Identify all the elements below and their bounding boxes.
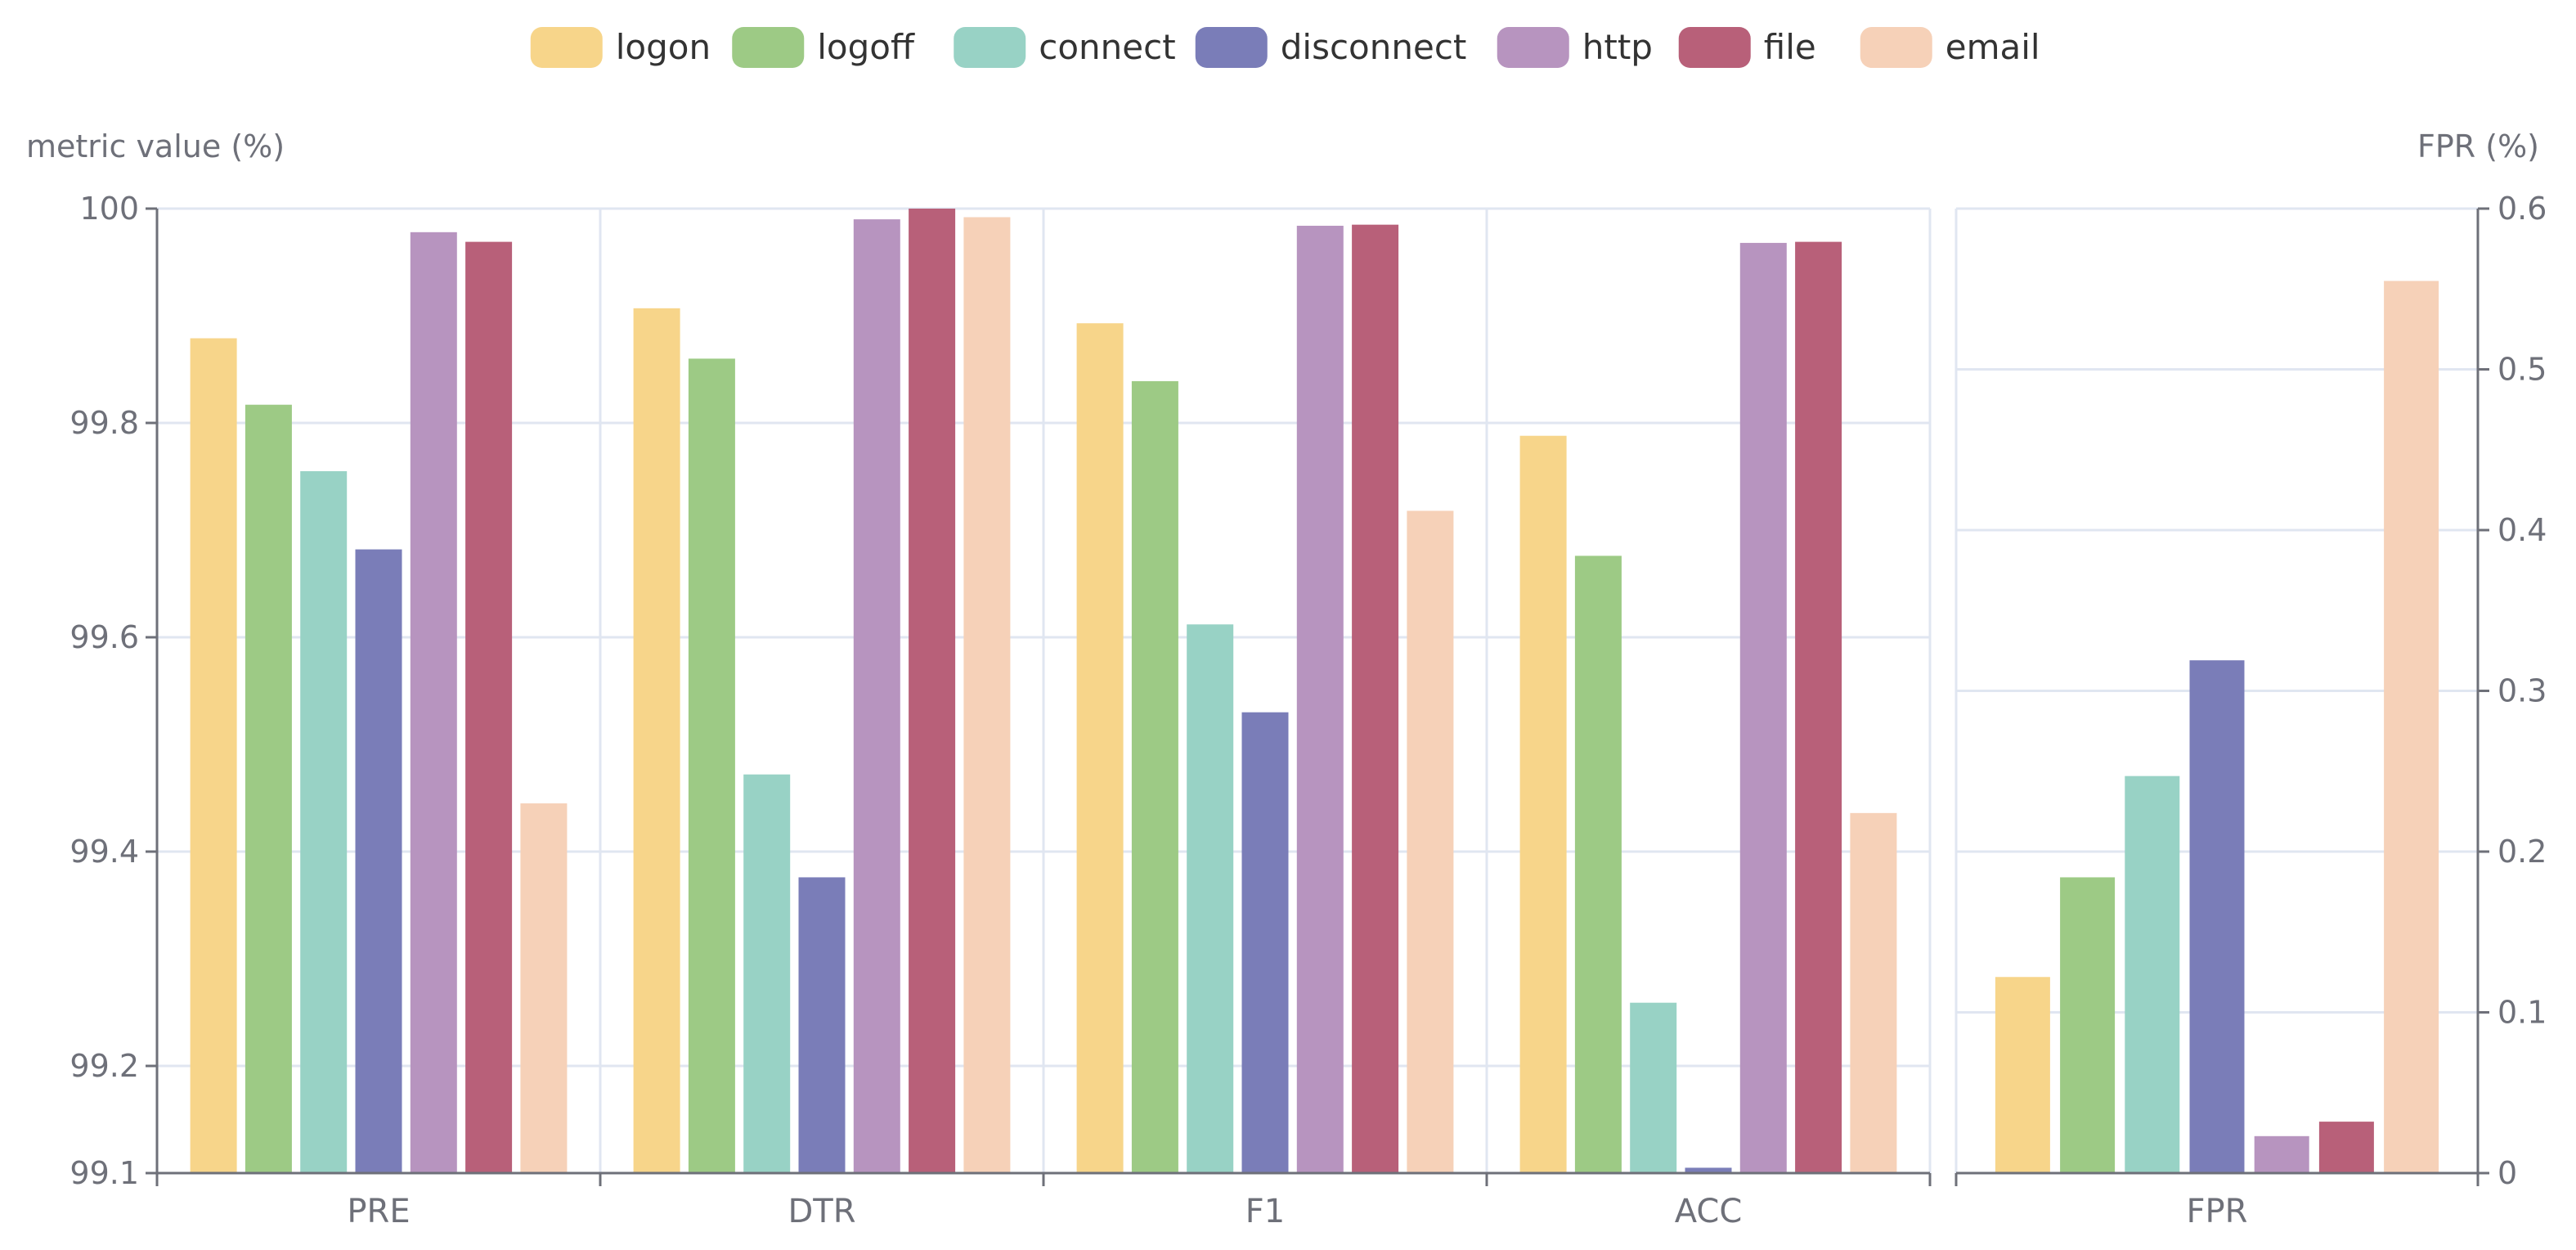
fpr-y-tick-label: 0.3	[2497, 673, 2547, 709]
bar-pre-logoff[interactable]	[245, 404, 292, 1174]
legend-swatch-connect	[954, 27, 1026, 68]
legend-swatch-logon	[530, 27, 603, 68]
legend-item-http[interactable]: http	[1497, 27, 1653, 68]
bar-dtr-logon[interactable]	[633, 308, 680, 1174]
metrics-y-tick-label: 99.6	[70, 619, 139, 655]
metrics-y-tick-label: 99.1	[70, 1155, 139, 1191]
bar-acc-logoff[interactable]	[1574, 555, 1622, 1173]
bar-dtr-disconnect[interactable]	[798, 877, 846, 1173]
bar-fpr-logoff[interactable]	[2060, 877, 2116, 1173]
left-y-axis-title: metric value (%)	[26, 128, 285, 164]
bar-fpr-connect[interactable]	[2125, 776, 2180, 1173]
legend-label-disconnect: disconnect	[1281, 27, 1467, 67]
legend-item-logoff[interactable]: logoff	[732, 27, 915, 68]
bar-pre-connect[interactable]	[300, 470, 348, 1173]
bar-f1-logoff[interactable]	[1131, 380, 1178, 1173]
legend: logon logoff connect disconnect http file emai…	[530, 27, 2040, 68]
bar-fpr-http[interactable]	[2254, 1135, 2309, 1173]
fpr-bars	[1995, 281, 2439, 1173]
bar-dtr-logoff[interactable]	[688, 358, 735, 1173]
metrics-axes: 99.1 99.2 99.4 99.6 99.8 100 PRE DTR F1 ACC	[70, 191, 1932, 1230]
x-category-label-f1: F1	[1245, 1193, 1285, 1230]
bar-fpr-disconnect[interactable]	[2189, 660, 2245, 1173]
legend-swatch-file	[1678, 27, 1751, 68]
metrics-y-tick-label: 99.8	[70, 405, 139, 441]
metrics-y-tick-label: 99.4	[70, 834, 139, 870]
bar-acc-http[interactable]	[1739, 242, 1787, 1173]
legend-label-http: http	[1582, 27, 1653, 67]
x-category-label-fpr: FPR	[2187, 1193, 2248, 1230]
bar-acc-logon[interactable]	[1519, 435, 1567, 1173]
right-y-axis-title: FPR (%)	[2417, 128, 2539, 164]
bar-fpr-file[interactable]	[2318, 1122, 2374, 1173]
x-category-label-dtr: DTR	[788, 1193, 855, 1230]
legend-label-logoff: logoff	[817, 27, 915, 67]
metrics-y-tick-label: 99.2	[70, 1048, 139, 1084]
fpr-y-tick-label: 0.5	[2497, 352, 2547, 388]
metrics-panel: 99.1 99.2 99.4 99.6 99.8 100 PRE DTR F1 ACC	[70, 191, 1932, 1230]
fpr-y-tick-label: 0.6	[2497, 191, 2547, 227]
bar-acc-email[interactable]	[1850, 812, 1897, 1173]
bar-acc-connect[interactable]	[1630, 1002, 1677, 1173]
metrics-bars	[190, 209, 1897, 1174]
bar-acc-disconnect[interactable]	[1685, 1167, 1732, 1173]
legend-swatch-disconnect	[1195, 27, 1268, 68]
bar-dtr-file[interactable]	[909, 209, 956, 1173]
legend-swatch-logoff	[732, 27, 805, 68]
fpr-y-tick-label: 0.4	[2497, 512, 2547, 548]
bar-f1-file[interactable]	[1352, 224, 1399, 1173]
legend-swatch-http	[1497, 27, 1569, 68]
legend-label-connect: connect	[1039, 27, 1175, 67]
legend-label-logon: logon	[616, 27, 711, 67]
bar-pre-file[interactable]	[465, 241, 513, 1173]
bar-dtr-http[interactable]	[853, 219, 900, 1174]
fpr-y-tick-label: 0	[2497, 1155, 2517, 1191]
fpr-panel: 0 0.1 0.2 0.3 0.4 0.5 0.6 FPR	[1954, 191, 2547, 1230]
legend-swatch-email	[1860, 27, 1932, 68]
legend-item-connect[interactable]: connect	[954, 27, 1176, 68]
legend-item-file[interactable]: file	[1678, 27, 1816, 68]
fpr-axes: 0 0.1 0.2 0.3 0.4 0.5 0.6 FPR	[1954, 191, 2547, 1230]
bar-f1-email[interactable]	[1407, 510, 1454, 1173]
fpr-y-tick-label: 0.1	[2497, 995, 2547, 1031]
bar-pre-http[interactable]	[410, 232, 457, 1173]
bar-dtr-email[interactable]	[963, 217, 1011, 1174]
metrics-y-tick-label: 100	[79, 191, 139, 227]
bar-f1-disconnect[interactable]	[1241, 712, 1289, 1173]
bar-acc-file[interactable]	[1795, 241, 1842, 1173]
bar-fpr-email[interactable]	[2384, 281, 2439, 1173]
bar-pre-disconnect[interactable]	[355, 549, 402, 1173]
bar-pre-logon[interactable]	[190, 338, 237, 1173]
x-category-label-acc: ACC	[1675, 1193, 1743, 1230]
legend-label-file: file	[1764, 27, 1816, 67]
legend-label-email: email	[1945, 27, 2040, 67]
x-category-label-pre: PRE	[347, 1193, 410, 1230]
bar-dtr-connect[interactable]	[743, 774, 791, 1173]
bar-f1-connect[interactable]	[1187, 624, 1234, 1173]
legend-item-logon[interactable]: logon	[530, 27, 711, 68]
legend-item-disconnect[interactable]: disconnect	[1195, 27, 1467, 68]
legend-item-email[interactable]: email	[1860, 27, 2040, 68]
fpr-y-tick-label: 0.2	[2497, 834, 2547, 870]
bar-fpr-logon[interactable]	[1995, 977, 2050, 1173]
bar-pre-email[interactable]	[520, 803, 568, 1173]
bar-f1-http[interactable]	[1296, 225, 1344, 1174]
bar-f1-logon[interactable]	[1076, 323, 1124, 1173]
